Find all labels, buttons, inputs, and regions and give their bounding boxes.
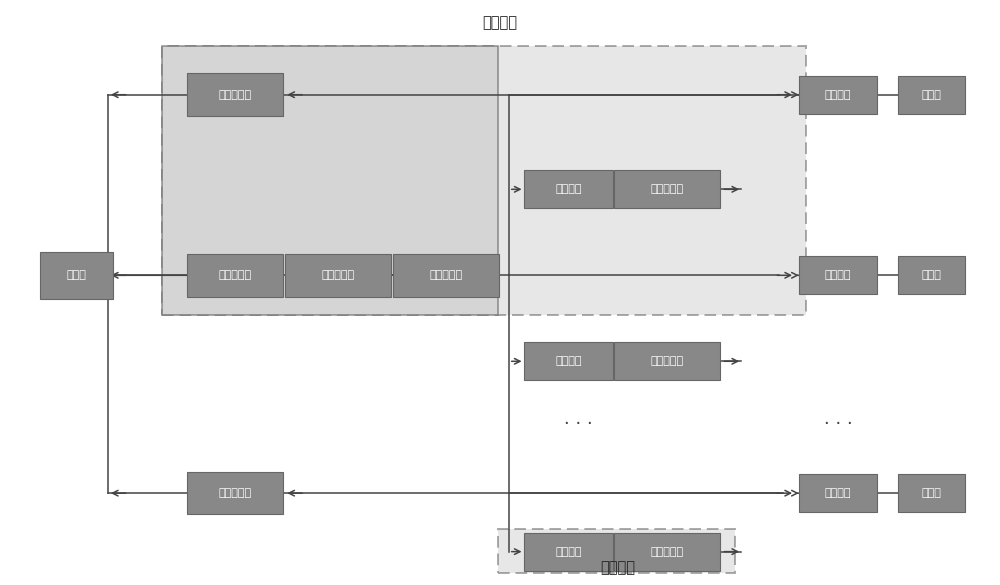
Text: 驱动电路: 驱动电路 xyxy=(555,184,582,194)
Text: 光电探测器: 光电探测器 xyxy=(219,90,252,99)
Text: 触发激光器: 触发激光器 xyxy=(650,356,683,366)
Bar xyxy=(614,342,720,380)
Text: 光纤分束器: 光纤分束器 xyxy=(430,270,463,280)
Bar xyxy=(524,170,613,208)
Bar xyxy=(799,474,877,512)
Bar xyxy=(898,256,965,294)
Bar xyxy=(799,256,877,294)
Bar xyxy=(187,74,283,116)
Bar xyxy=(285,254,391,297)
Text: 驱动电路: 驱动电路 xyxy=(555,356,582,366)
Text: 检测装置: 检测装置 xyxy=(482,16,518,30)
Bar xyxy=(614,533,720,570)
Text: · · ·: · · · xyxy=(564,415,593,433)
Text: 切割器: 切割器 xyxy=(921,90,941,99)
Text: 控制器: 控制器 xyxy=(67,270,87,280)
Bar xyxy=(524,533,613,570)
Bar xyxy=(393,254,499,297)
Bar xyxy=(799,76,877,113)
Bar xyxy=(498,529,735,573)
Text: 切割器: 切割器 xyxy=(921,488,941,498)
Text: 光电探测器: 光电探测器 xyxy=(219,270,252,280)
Text: 反射元件: 反射元件 xyxy=(825,90,851,99)
Text: 检测激光器: 检测激光器 xyxy=(322,270,355,280)
Text: 触发激光器: 触发激光器 xyxy=(650,546,683,557)
Text: 触发激光器: 触发激光器 xyxy=(650,184,683,194)
Text: 反射元件: 反射元件 xyxy=(825,488,851,498)
Text: · · ·: · · · xyxy=(824,415,852,433)
Text: 触发装置: 触发装置 xyxy=(600,560,635,575)
Text: 光电探测器: 光电探测器 xyxy=(219,488,252,498)
Bar xyxy=(614,170,720,208)
Bar xyxy=(40,252,113,299)
Bar xyxy=(162,46,498,315)
Bar xyxy=(524,342,613,380)
Bar xyxy=(187,472,283,514)
Bar xyxy=(898,474,965,512)
Text: 反射元件: 反射元件 xyxy=(825,270,851,280)
Bar xyxy=(187,254,283,297)
Text: 驱动电路: 驱动电路 xyxy=(555,546,582,557)
Bar xyxy=(898,76,965,113)
Bar xyxy=(162,46,806,315)
Text: 切割器: 切割器 xyxy=(921,270,941,280)
